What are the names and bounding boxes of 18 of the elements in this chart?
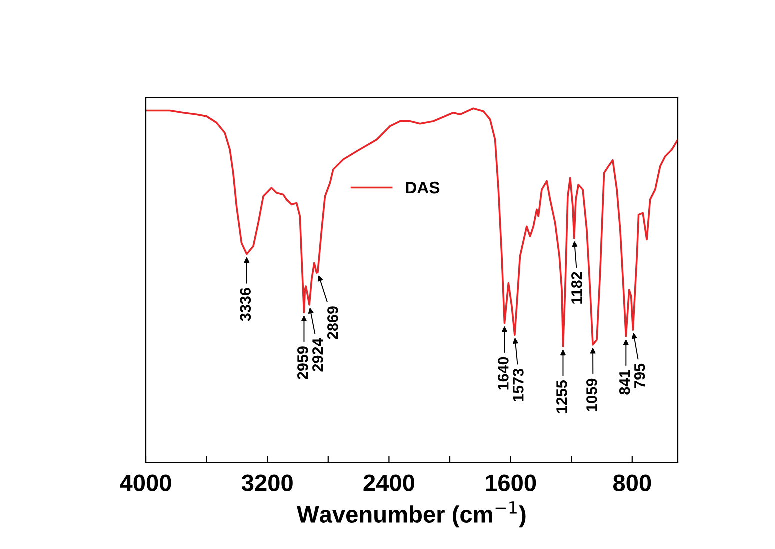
- legend-label: DAS: [406, 182, 440, 194]
- annotation: 1640: [498, 357, 509, 390]
- x-tick-label: 3200: [242, 474, 293, 492]
- annotation: 2959: [298, 346, 308, 380]
- x-tick-label: 1600: [486, 474, 536, 492]
- annotation: 1182: [572, 272, 582, 304]
- annotation: 2869: [328, 306, 338, 340]
- annotation: 3336: [240, 288, 252, 322]
- annotation: 1059: [586, 378, 598, 412]
- annotation: 1255: [556, 380, 568, 414]
- x-axis-title: Wavenumber (cm$^{−1}$): [297, 502, 526, 528]
- annotation: 2924: [312, 338, 324, 372]
- annotation: 841: [619, 370, 630, 395]
- annotation: 795: [634, 364, 646, 388]
- x-tick-label: 800: [613, 474, 652, 492]
- x-tick-label: 4000: [120, 474, 172, 492]
- annotation: 1573: [513, 368, 524, 402]
- x-tick-label: 2400: [364, 474, 414, 492]
